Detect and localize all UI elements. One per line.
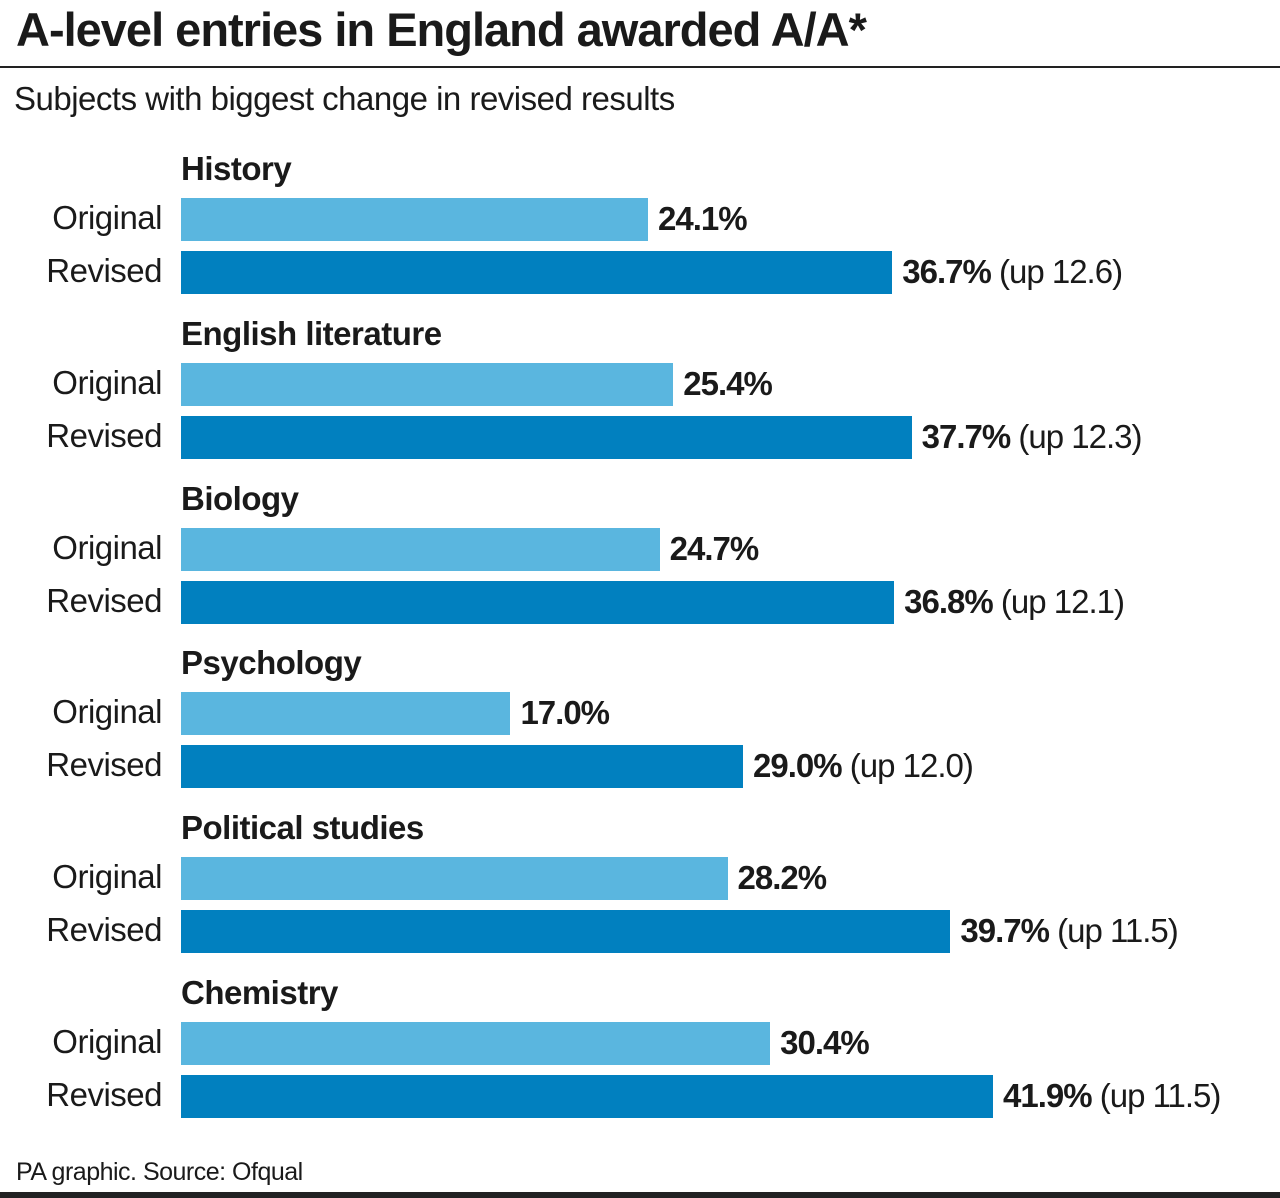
change-label: (up 12.1) [1000, 582, 1125, 620]
row-label-original: Original [52, 528, 162, 566]
value-number: 29.0% [753, 747, 843, 785]
change-label: (up 12.0) [849, 747, 974, 785]
row-label-revised: Revised [46, 1076, 162, 1113]
subject-label: History [181, 150, 292, 187]
subject-label: Biology [181, 479, 299, 517]
change-label: (up 12.3) [1018, 417, 1142, 455]
value-label: 37.7% (up 12.3) [921, 417, 1143, 456]
change-label: (up 11.5) [1099, 1077, 1222, 1114]
value-label: 28.2% [737, 859, 828, 897]
row-label-revised: Revised [46, 581, 162, 619]
value-number: 28.2% [737, 859, 828, 897]
value-number: 39.7% [960, 912, 1050, 950]
change-label: (up 12.6) [998, 253, 1123, 290]
row-label-original: Original [52, 363, 162, 401]
bar-original [181, 362, 674, 406]
value-label: 25.4% [683, 364, 773, 403]
row-label-revised: Revised [46, 252, 162, 289]
value-label: 36.8% (up 12.1) [904, 582, 1125, 621]
subject-label: Chemistry [181, 974, 338, 1011]
value-number: 30.4% [780, 1024, 870, 1061]
value-number: 36.8% [904, 582, 994, 620]
bar-revised [181, 580, 895, 624]
bar-revised [181, 251, 893, 294]
value-number: 17.0% [520, 694, 610, 732]
bar-revised [181, 415, 912, 459]
row-label-original: Original [52, 858, 162, 896]
value-number: 36.7% [902, 253, 992, 290]
title-divider [0, 66, 1280, 68]
subject-label: Psychology [181, 644, 362, 682]
bar-original [181, 198, 649, 241]
value-number: 25.4% [683, 364, 773, 402]
value-label: 17.0% [520, 694, 610, 732]
bar-revised [181, 1075, 994, 1118]
row-label-revised: Revised [46, 911, 162, 949]
bar-original [181, 527, 660, 571]
value-label: 30.4% [780, 1024, 870, 1062]
value-label: 24.7% [669, 529, 760, 568]
value-label: 39.7% (up 11.5) [960, 912, 1179, 950]
bar-original [181, 692, 511, 736]
value-label: 29.0% (up 12.0) [753, 747, 974, 785]
value-number: 37.7% [921, 417, 1012, 455]
chart-title: A-level entries in England awarded A/A* [16, 3, 867, 56]
bar-original [181, 857, 728, 901]
row-label-revised: Revised [46, 416, 162, 454]
bar-revised [181, 910, 951, 954]
row-label-revised: Revised [46, 746, 162, 784]
value-number: 41.9% [1003, 1077, 1093, 1114]
chart-subtitle: Subjects with biggest change in revised … [14, 80, 675, 117]
source-note: PA graphic. Source: Ofqual [16, 1158, 303, 1186]
subject-label: Political studies [181, 809, 424, 847]
value-label: 24.1% [658, 200, 748, 238]
value-number: 24.1% [658, 200, 748, 237]
bar-revised [181, 745, 744, 789]
subject-label: English literature [181, 314, 442, 352]
row-label-original: Original [52, 693, 162, 731]
change-label: (up 11.5) [1057, 912, 1179, 950]
value-number: 24.7% [669, 529, 760, 567]
bottom-rule [0, 1192, 1280, 1198]
row-label-original: Original [52, 199, 162, 236]
value-label: 36.7% (up 12.6) [902, 253, 1123, 291]
row-label-original: Original [52, 1023, 162, 1060]
value-label: 41.9% (up 11.5) [1003, 1077, 1222, 1115]
bar-original [181, 1022, 771, 1065]
